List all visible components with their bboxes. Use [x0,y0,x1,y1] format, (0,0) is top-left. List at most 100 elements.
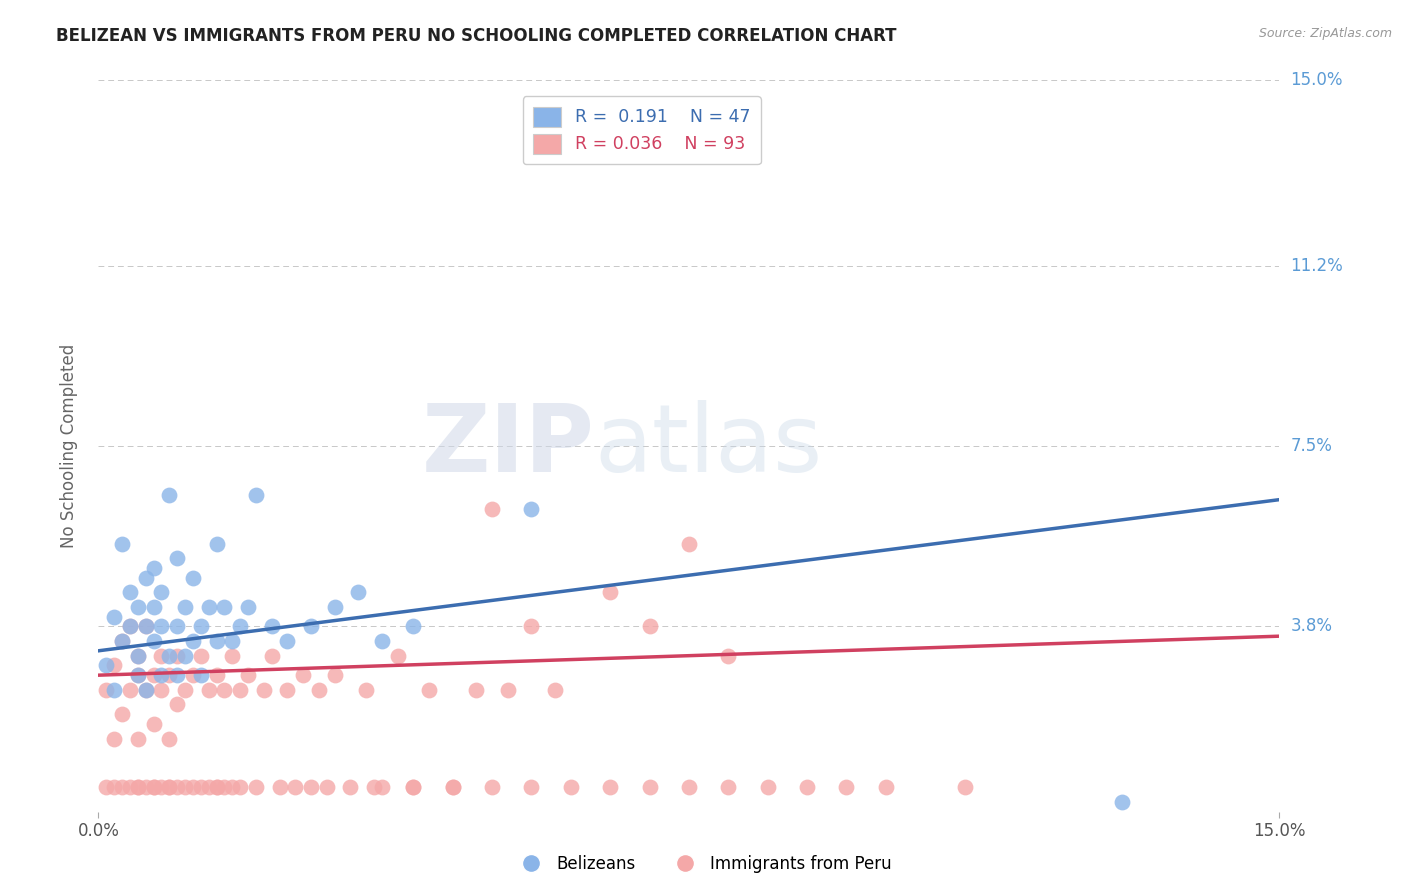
Point [103,682,125,697]
Point [638,619,661,633]
Point [276,682,298,697]
Point [166,668,188,682]
Point [299,780,322,795]
Point [221,780,243,795]
Point [103,609,125,624]
Point [127,780,149,795]
Point [520,619,543,633]
Text: BELIZEAN VS IMMIGRANTS FROM PERU NO SCHOOLING COMPLETED CORRELATION CHART: BELIZEAN VS IMMIGRANTS FROM PERU NO SCHO… [56,27,897,45]
Point [166,780,188,795]
Point [135,619,157,633]
Point [465,682,488,697]
Point [157,780,180,795]
Point [127,780,149,795]
Point [347,585,370,599]
Point [150,668,173,682]
Point [953,780,976,795]
Point [111,634,134,648]
Point [363,780,385,795]
Point [339,780,361,795]
Point [157,780,180,795]
Point [142,717,165,731]
Point [229,682,252,697]
Point [118,619,141,633]
Point [103,658,125,673]
Point [599,585,621,599]
Point [323,668,346,682]
Point [118,619,141,633]
Point [142,599,165,614]
Point [197,599,219,614]
Legend: Belizeans, Immigrants from Peru: Belizeans, Immigrants from Peru [508,848,898,880]
Point [284,780,307,795]
Point [96,658,118,673]
Point [111,707,134,722]
Point [157,648,180,663]
Point [402,780,425,795]
Point [181,634,204,648]
Point [875,780,897,795]
Point [496,682,519,697]
Point [181,780,204,795]
Text: atlas: atlas [595,400,823,492]
Y-axis label: No Schooling Completed: No Schooling Completed [59,344,77,548]
Point [181,668,204,682]
Point [135,682,157,697]
Point [157,731,180,746]
Point [229,780,252,795]
Point [221,648,243,663]
Point [214,682,236,697]
Point [150,682,173,697]
Point [387,648,409,663]
Point [96,780,118,795]
Point [103,731,125,746]
Point [190,619,212,633]
Point [157,668,180,682]
Point [544,682,567,697]
Text: 7.5%: 7.5% [1291,437,1333,455]
Point [481,502,503,516]
Point [260,619,283,633]
Point [118,780,141,795]
Point [260,648,283,663]
Point [678,536,700,550]
Point [292,668,315,682]
Point [371,780,394,795]
Point [245,488,267,502]
Point [205,780,228,795]
Point [166,648,188,663]
Point [418,682,440,697]
Point [174,780,197,795]
Point [520,780,543,795]
Point [481,780,503,795]
Point [269,780,291,795]
Point [315,780,337,795]
Point [127,648,149,663]
Point [174,682,197,697]
Point [205,668,228,682]
Point [127,668,149,682]
Point [221,634,243,648]
Point [142,780,165,795]
Point [402,619,425,633]
Point [402,780,425,795]
Point [190,780,212,795]
Point [441,780,464,795]
Point [142,561,165,575]
Point [190,648,212,663]
Point [236,668,259,682]
Text: Source: ZipAtlas.com: Source: ZipAtlas.com [1258,27,1392,40]
Point [118,585,141,599]
Point [1111,795,1133,809]
Point [253,682,276,697]
Point [135,682,157,697]
Point [441,780,464,795]
Point [197,780,219,795]
Point [150,648,173,663]
Point [142,668,165,682]
Point [96,682,118,697]
Point [276,634,298,648]
Point [135,619,157,633]
Point [371,634,394,648]
Point [135,571,157,585]
